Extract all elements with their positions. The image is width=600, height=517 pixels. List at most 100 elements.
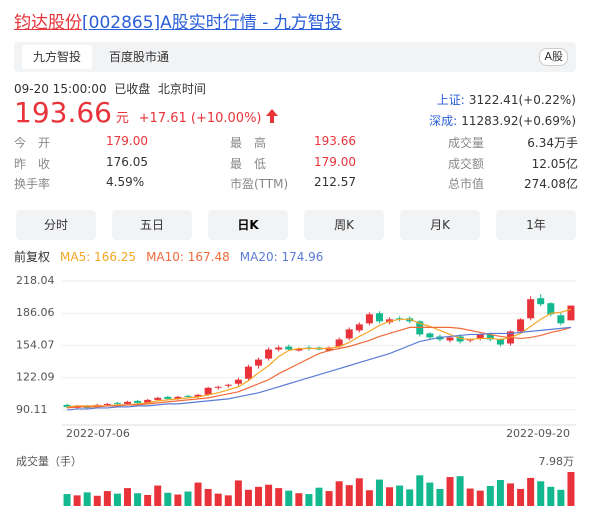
- candle-body: [375, 313, 383, 322]
- index-label: 上证:: [436, 93, 465, 107]
- period-button[interactable]: 五日: [112, 210, 192, 240]
- stat-value: 179.00: [314, 154, 356, 169]
- volume-bar: [214, 493, 222, 506]
- stat-value: 193.66: [314, 134, 356, 148]
- candle-body: [285, 346, 293, 350]
- period-button[interactable]: 分时: [16, 210, 96, 240]
- volume-bar: [527, 477, 535, 506]
- candle-body: [567, 305, 575, 321]
- candle-body: [557, 315, 565, 324]
- stat-label: 成交额: [448, 156, 485, 171]
- candle-body: [496, 339, 504, 345]
- index-value: 11283.92(+0.69%): [461, 114, 576, 128]
- period-button[interactable]: 1年: [496, 210, 576, 240]
- volume-bar: [154, 485, 162, 506]
- indices: 上证: 3122.41(+0.22%) 深成: 11283.92(+0.69%): [429, 90, 576, 132]
- volume-bar: [255, 486, 263, 506]
- candle-body: [103, 403, 111, 405]
- volume-bar: [537, 481, 545, 506]
- candle-body: [335, 339, 343, 347]
- stock-name[interactable]: 钧达股份: [14, 13, 82, 33]
- volume-bar: [426, 482, 434, 506]
- candle-body: [547, 303, 555, 315]
- stat-value: 12.05亿: [531, 156, 578, 171]
- volume-bar: [83, 492, 91, 506]
- candle-body: [214, 386, 222, 388]
- candle-body: [476, 334, 484, 339]
- volume-title: 成交量（手）: [16, 454, 82, 468]
- volume-bar: [164, 492, 172, 506]
- volume-bar: [234, 480, 242, 506]
- volume-bar: [73, 495, 81, 506]
- title: 钧达股份[002865]A股实时行情 - 九方智投: [14, 8, 342, 33]
- chart: 218.04 186.06 154.07 122.09 90.11 2022-07-06 2…: [16, 274, 576, 506]
- up-arrow: [266, 109, 279, 123]
- stat-label: 总市值: [448, 177, 485, 191]
- index: 深成: 11283.92(+0.69%): [429, 111, 576, 132]
- period-button[interactable]: 日K: [208, 210, 288, 240]
- time: 09-20 15:00:00: [14, 82, 107, 96]
- ma-line: [66, 326, 572, 411]
- volume-bar: [275, 488, 283, 506]
- volume-bar: [124, 488, 132, 506]
- stat-label: 今 开: [14, 136, 51, 150]
- stat-label: 市盈(TTM): [230, 177, 289, 191]
- y-tick-label: 154.07: [16, 338, 55, 351]
- stat-value: 274.08亿: [524, 177, 578, 191]
- zone: 北京时间: [157, 82, 206, 96]
- candle-body: [194, 394, 202, 397]
- volume-bar: [244, 489, 252, 506]
- change: +17.61 (+10.00%): [138, 111, 262, 126]
- stat-label: 最 低: [230, 156, 267, 171]
- candle-body: [446, 337, 454, 341]
- badge: A股: [539, 48, 568, 66]
- stat-label: 换手率: [14, 177, 51, 191]
- date-label: 2022-09-20: [506, 427, 570, 440]
- period-button[interactable]: 月K: [400, 210, 480, 240]
- title-link[interactable]: [002865]A股实时行情 - 九方智投: [82, 13, 342, 33]
- period-button[interactable]: 周K: [304, 210, 384, 240]
- state: 已收盘: [114, 82, 151, 96]
- candle-body: [355, 324, 363, 331]
- stat-value: 4.59%: [106, 175, 145, 189]
- volume-bar: [406, 489, 414, 506]
- periods: 分时 五日 日K 周K 月K 1年: [16, 210, 576, 240]
- stat-label: 昨 收: [14, 156, 51, 171]
- volume-bar: [224, 495, 232, 506]
- volume-bar: [557, 489, 565, 506]
- legend-entry: MA20: 174.96: [239, 250, 324, 264]
- volume-bar: [517, 488, 525, 506]
- volume-bar: [456, 476, 464, 506]
- index: 上证: 3122.41(+0.22%): [429, 90, 576, 111]
- stat-label: 最 高: [230, 136, 267, 150]
- volume-bar: [386, 487, 394, 506]
- stat-value: 212.57: [314, 175, 356, 189]
- volume-bar: [113, 493, 121, 506]
- volume-bar: [486, 485, 494, 506]
- price: 193.66: [14, 96, 112, 129]
- tab[interactable]: 九方智投: [22, 45, 92, 69]
- volume-bar: [305, 494, 313, 506]
- candle-body: [295, 348, 303, 351]
- volume-bar: [476, 490, 484, 506]
- volume-bar: [315, 487, 323, 506]
- volume-bar: [144, 494, 152, 506]
- volume-bar: [365, 490, 373, 506]
- candle-body: [124, 401, 132, 404]
- candle-body: [255, 359, 263, 366]
- unit: 元: [115, 111, 129, 126]
- tab[interactable]: 百度股市通: [109, 50, 170, 64]
- legend-entry: MA10: 167.48: [146, 250, 230, 264]
- volume-bar: [355, 478, 363, 506]
- volume-bar: [204, 488, 212, 506]
- candle-body: [184, 395, 192, 397]
- volume-bar: [63, 494, 71, 506]
- candle-body: [265, 349, 273, 359]
- volume-bar: [265, 484, 273, 506]
- y-tick-label: 186.06: [16, 306, 55, 319]
- volume-bar: [446, 477, 454, 506]
- stat-value: 6.34万手: [527, 136, 578, 150]
- date-label: 2022-07-06: [66, 427, 130, 440]
- stat-label: 成交量: [448, 136, 485, 150]
